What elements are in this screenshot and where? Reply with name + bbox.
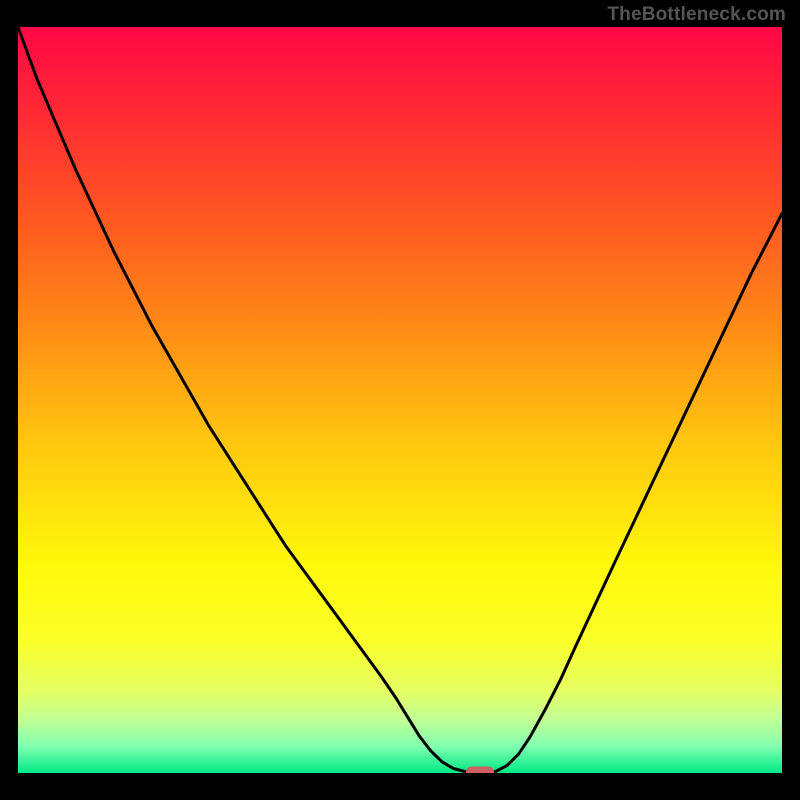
plot-area: [18, 27, 782, 773]
watermark-text: TheBottleneck.com: [607, 4, 786, 26]
chart-stage: TheBottleneck.com: [0, 0, 800, 800]
optimum-marker: [466, 767, 494, 773]
bottleneck-curve: [18, 27, 782, 773]
